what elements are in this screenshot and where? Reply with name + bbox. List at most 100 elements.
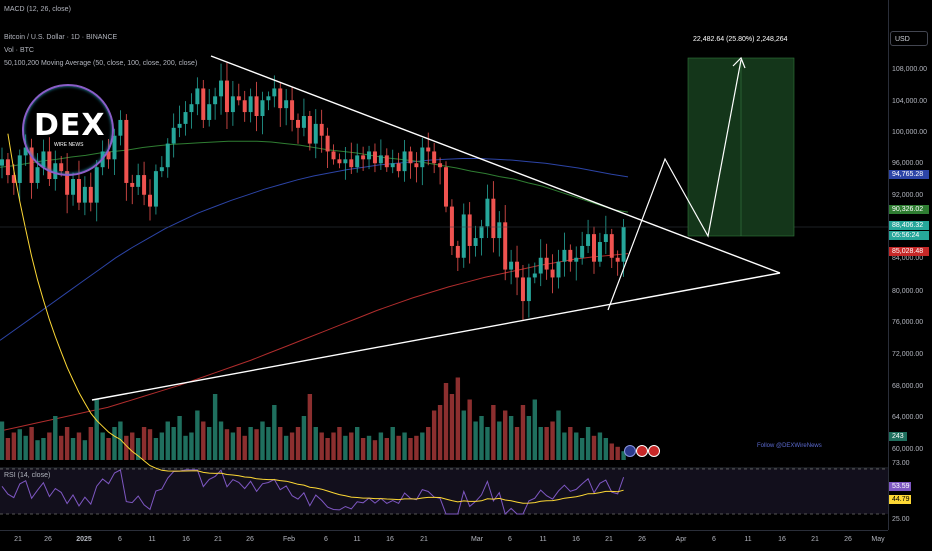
candle-body (284, 100, 289, 109)
candle-body (592, 234, 596, 262)
candle-body (165, 143, 170, 168)
volume-bar (17, 429, 22, 460)
time-tick: 21 (605, 536, 613, 543)
volume-bar (503, 410, 508, 460)
time-tick: 6 (712, 536, 716, 543)
candle-body (278, 88, 283, 109)
candle-body (580, 245, 585, 258)
time-tick: 6 (324, 536, 328, 543)
rsi-tick: 73.00 (892, 460, 910, 467)
volume-bar (568, 427, 573, 460)
price-tick: 76,000.00 (892, 319, 924, 326)
volume-bar (242, 435, 247, 460)
candle-body (396, 163, 401, 172)
price-chart[interactable] (0, 0, 888, 530)
us-flag-icon[interactable] (636, 445, 648, 457)
volume-bar (360, 438, 366, 460)
triangle-lower-line (91, 272, 781, 401)
volume-bar (165, 421, 170, 460)
price-tick: 100,000.00 (892, 129, 928, 136)
projection-path (607, 59, 742, 311)
time-tick: Feb (282, 536, 296, 543)
candle-body (319, 123, 324, 136)
candle-body (296, 119, 300, 128)
candle-body (5, 159, 10, 176)
candle-body (207, 104, 212, 120)
volume-bar (171, 427, 176, 460)
flag-icon[interactable] (624, 445, 636, 457)
candle-body (343, 159, 348, 164)
volume-bar (177, 416, 182, 460)
candle-body (219, 80, 224, 97)
volume-bar (278, 427, 283, 460)
price-axis[interactable]: 108,000.00 104,000.00 100,000.00 96,000.… (888, 0, 932, 530)
candle-body (384, 155, 389, 168)
volume-bar (201, 421, 206, 460)
time-tick: 2025 (76, 536, 92, 543)
last-price-badge: 88,406.32 (889, 221, 929, 230)
price-tick: 72,000.00 (892, 351, 924, 358)
candle-body (213, 96, 218, 105)
volume-bar (82, 440, 88, 460)
time-tick: 26 (44, 536, 52, 543)
candle-body (568, 249, 573, 262)
time-tick: 11 (353, 536, 361, 543)
volume-bar (473, 421, 478, 460)
projection-label: 22,482.64 (25.80%) 2,248,264 (693, 36, 788, 43)
currency-button[interactable]: USD (890, 31, 928, 46)
rsi-tick: 25.00 (892, 516, 910, 523)
candle-body (11, 175, 16, 183)
volume-bar (550, 421, 555, 460)
volume-bar (100, 432, 105, 460)
candle-body (124, 119, 129, 183)
candle-body (402, 151, 407, 172)
volume-bar (443, 383, 449, 460)
volume-bar (378, 432, 384, 460)
us-flag-icon-2[interactable] (648, 445, 660, 457)
time-axis[interactable]: 21 26 2025 6 11 16 21 26 Feb 6 11 16 21 … (0, 530, 888, 551)
time-tick: 16 (182, 536, 190, 543)
candle-body (414, 163, 419, 168)
candle-body (142, 175, 147, 195)
volume-bar (325, 438, 330, 460)
volume-bar (437, 405, 443, 460)
candle-body (586, 234, 591, 246)
candle-body (479, 226, 484, 239)
volume-bar (124, 435, 129, 460)
volume-bar (212, 394, 218, 460)
candle-body (615, 257, 620, 262)
candle-body (35, 167, 40, 183)
volume-bar (106, 438, 111, 460)
volume-bar (11, 432, 17, 460)
candle-body (82, 186, 87, 203)
volume-bar (384, 438, 389, 460)
volume-bar (538, 427, 543, 460)
volume-bar (64, 427, 70, 460)
time-tick: 21 (420, 536, 428, 543)
candle-body (148, 194, 152, 207)
candle-body (621, 227, 626, 262)
volume-bar (159, 432, 165, 460)
candle-body (0, 159, 4, 166)
candle-body (408, 151, 413, 164)
candle-body (444, 167, 448, 207)
candle-body (106, 151, 111, 160)
candle-body (520, 277, 525, 302)
time-tick: 11 (744, 536, 752, 543)
time-tick: Mar (470, 536, 484, 543)
volume-bar (615, 446, 620, 460)
time-tick: 21 (811, 536, 819, 543)
volume-bar (183, 435, 188, 460)
volume-bar (5, 438, 11, 460)
macd-label: MACD (12, 26, close) (4, 6, 71, 13)
candle-body (485, 198, 490, 227)
time-tick: Apr (675, 536, 687, 543)
candle-body (361, 155, 366, 160)
candle-body (248, 96, 253, 113)
candle-body (461, 214, 466, 258)
candle-body (301, 116, 306, 128)
price-tick: 108,000.00 (892, 66, 928, 73)
candle-body (236, 96, 241, 101)
volume-bar (59, 435, 64, 460)
candle-body (562, 249, 567, 262)
